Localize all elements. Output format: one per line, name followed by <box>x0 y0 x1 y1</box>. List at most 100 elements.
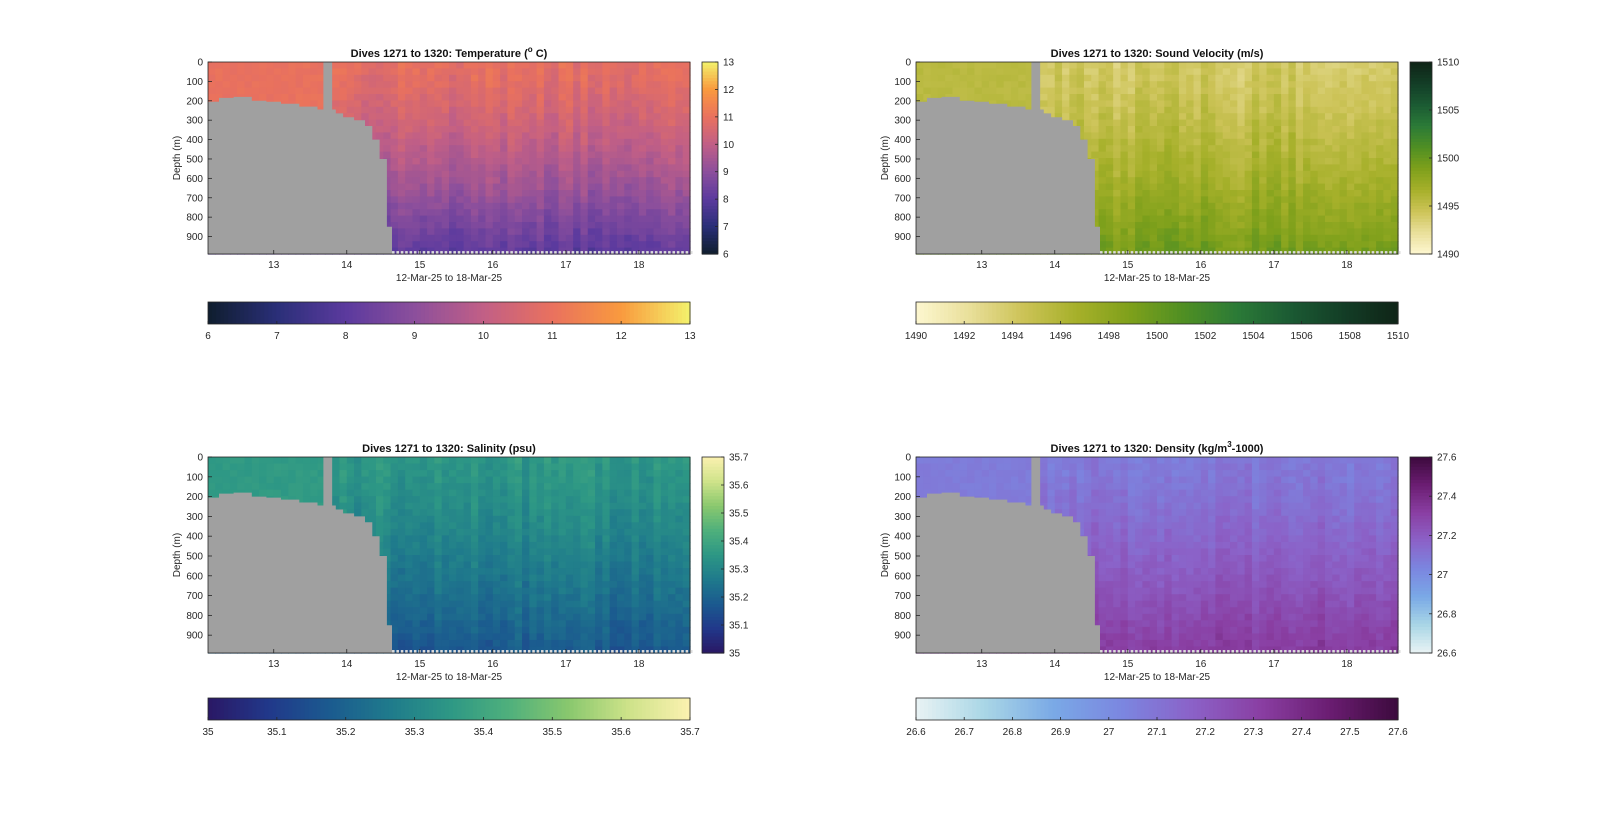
heatmap-cell <box>1339 234 1348 242</box>
heatmap-cell <box>1113 138 1122 146</box>
heatmap-cell <box>514 177 523 185</box>
heatmap-cell <box>624 113 633 121</box>
heatmap-cell <box>682 183 691 191</box>
colorbar-swatch <box>1209 302 1214 324</box>
heatmap-cell <box>507 138 516 146</box>
heatmap-cell <box>529 87 538 95</box>
heatmap-cell <box>390 177 399 185</box>
heatmap-cell <box>638 126 647 133</box>
heatmap-cell <box>1354 241 1363 249</box>
heatmap-cell <box>1171 158 1180 165</box>
heatmap-cell <box>492 228 501 236</box>
heatmap-cell <box>1178 183 1187 191</box>
heatmap-cell <box>1251 190 1260 197</box>
heatmap-cell <box>573 94 582 101</box>
heatmap-cell <box>266 74 275 82</box>
heatmap-cell <box>412 68 421 76</box>
heatmap-cell <box>500 177 509 185</box>
x-tick-label: 16 <box>1195 260 1207 271</box>
heatmap-cell <box>1317 164 1326 172</box>
colorbar-swatch <box>1201 302 1206 324</box>
heatmap-cell <box>1317 132 1326 140</box>
heatmap-cell <box>405 138 414 146</box>
heatmap-cell <box>1208 94 1217 101</box>
heatmap-cell <box>1354 151 1363 159</box>
heatmap-cell <box>1324 241 1333 249</box>
colorbar-swatch <box>537 302 542 324</box>
heatmap-cell <box>470 222 479 229</box>
heatmap-cell <box>1317 62 1326 69</box>
heatmap-cell <box>237 483 246 491</box>
gap-cell <box>1100 251 1103 254</box>
colorbar-swatch <box>702 215 718 220</box>
heatmap-cell <box>1383 215 1392 223</box>
heatmap-cell <box>1288 247 1297 255</box>
heatmap-cell <box>1237 138 1246 146</box>
heatmap-cell <box>646 151 655 159</box>
heatmap-cell <box>989 81 997 89</box>
heatmap-cell <box>208 62 216 69</box>
heatmap-cell <box>1390 74 1399 82</box>
heatmap-cell <box>1310 234 1319 242</box>
heatmap-cell <box>616 241 625 249</box>
heatmap-cell <box>580 234 589 242</box>
heatmap-cell <box>675 222 684 229</box>
heatmap-cell <box>492 94 501 101</box>
heatmap-cell <box>500 190 509 197</box>
heatmap-cell <box>1390 183 1399 191</box>
heatmap-cell <box>1208 164 1217 172</box>
gap-cell <box>427 251 430 254</box>
heatmap-cell <box>1303 87 1311 95</box>
heatmap-cell <box>529 106 538 114</box>
colorbar-swatch <box>702 231 718 236</box>
heatmap-cell <box>1171 68 1180 76</box>
gap-cell <box>527 251 531 254</box>
heatmap-cell <box>1266 234 1275 242</box>
heatmap-cell <box>1376 215 1384 223</box>
heatmap-cell <box>573 74 582 82</box>
heatmap-cell <box>514 119 523 127</box>
heatmap-cell <box>1135 241 1143 249</box>
colorbar-swatch <box>1410 110 1432 114</box>
heatmap-cell <box>646 126 655 133</box>
heatmap-cell <box>1193 177 1202 185</box>
colorbar-swatch <box>661 302 667 324</box>
heatmap-cell <box>419 241 428 249</box>
heatmap-cell <box>1208 62 1217 69</box>
heatmap-cell <box>1120 177 1129 185</box>
heatmap-cell <box>682 145 691 153</box>
colorbar-swatch <box>702 90 718 95</box>
heatmap-cell <box>1324 158 1333 165</box>
heatmap-cell <box>434 94 443 101</box>
heatmap-cell <box>1222 183 1231 191</box>
colorbar-swatch <box>702 113 718 117</box>
heatmap-cell <box>529 100 538 108</box>
heatmap-cell <box>536 113 545 121</box>
heatmap-cell <box>543 145 552 153</box>
colorbar-tick-label: 10 <box>478 331 490 342</box>
colorbar-swatch <box>260 302 265 324</box>
heatmap-cell <box>1346 228 1355 236</box>
heatmap-cell <box>565 68 574 76</box>
heatmap-cell <box>1149 74 1158 82</box>
heatmap-cell <box>500 151 509 159</box>
heatmap-cell <box>222 62 231 69</box>
heatmap-cell <box>397 87 406 95</box>
heatmap-cell <box>1346 113 1355 121</box>
heatmap-cell <box>492 234 501 242</box>
heatmap-cell <box>1376 183 1384 191</box>
heatmap-cell <box>1361 164 1370 172</box>
heatmap-cell <box>1376 222 1384 229</box>
heatmap-cell <box>1317 81 1326 89</box>
heatmap-cell <box>427 87 435 95</box>
heatmap-cell <box>1127 132 1136 140</box>
heatmap-cell <box>1215 68 1224 76</box>
gap-cell <box>571 251 575 254</box>
colorbar-swatch <box>573 302 579 324</box>
heatmap-cell <box>1230 87 1238 95</box>
colorbar-swatch <box>481 302 486 324</box>
heatmap-cell <box>1113 183 1122 191</box>
heatmap-cell <box>602 222 611 229</box>
colorbar-swatch <box>1410 154 1432 159</box>
heatmap-cell <box>1346 215 1355 223</box>
